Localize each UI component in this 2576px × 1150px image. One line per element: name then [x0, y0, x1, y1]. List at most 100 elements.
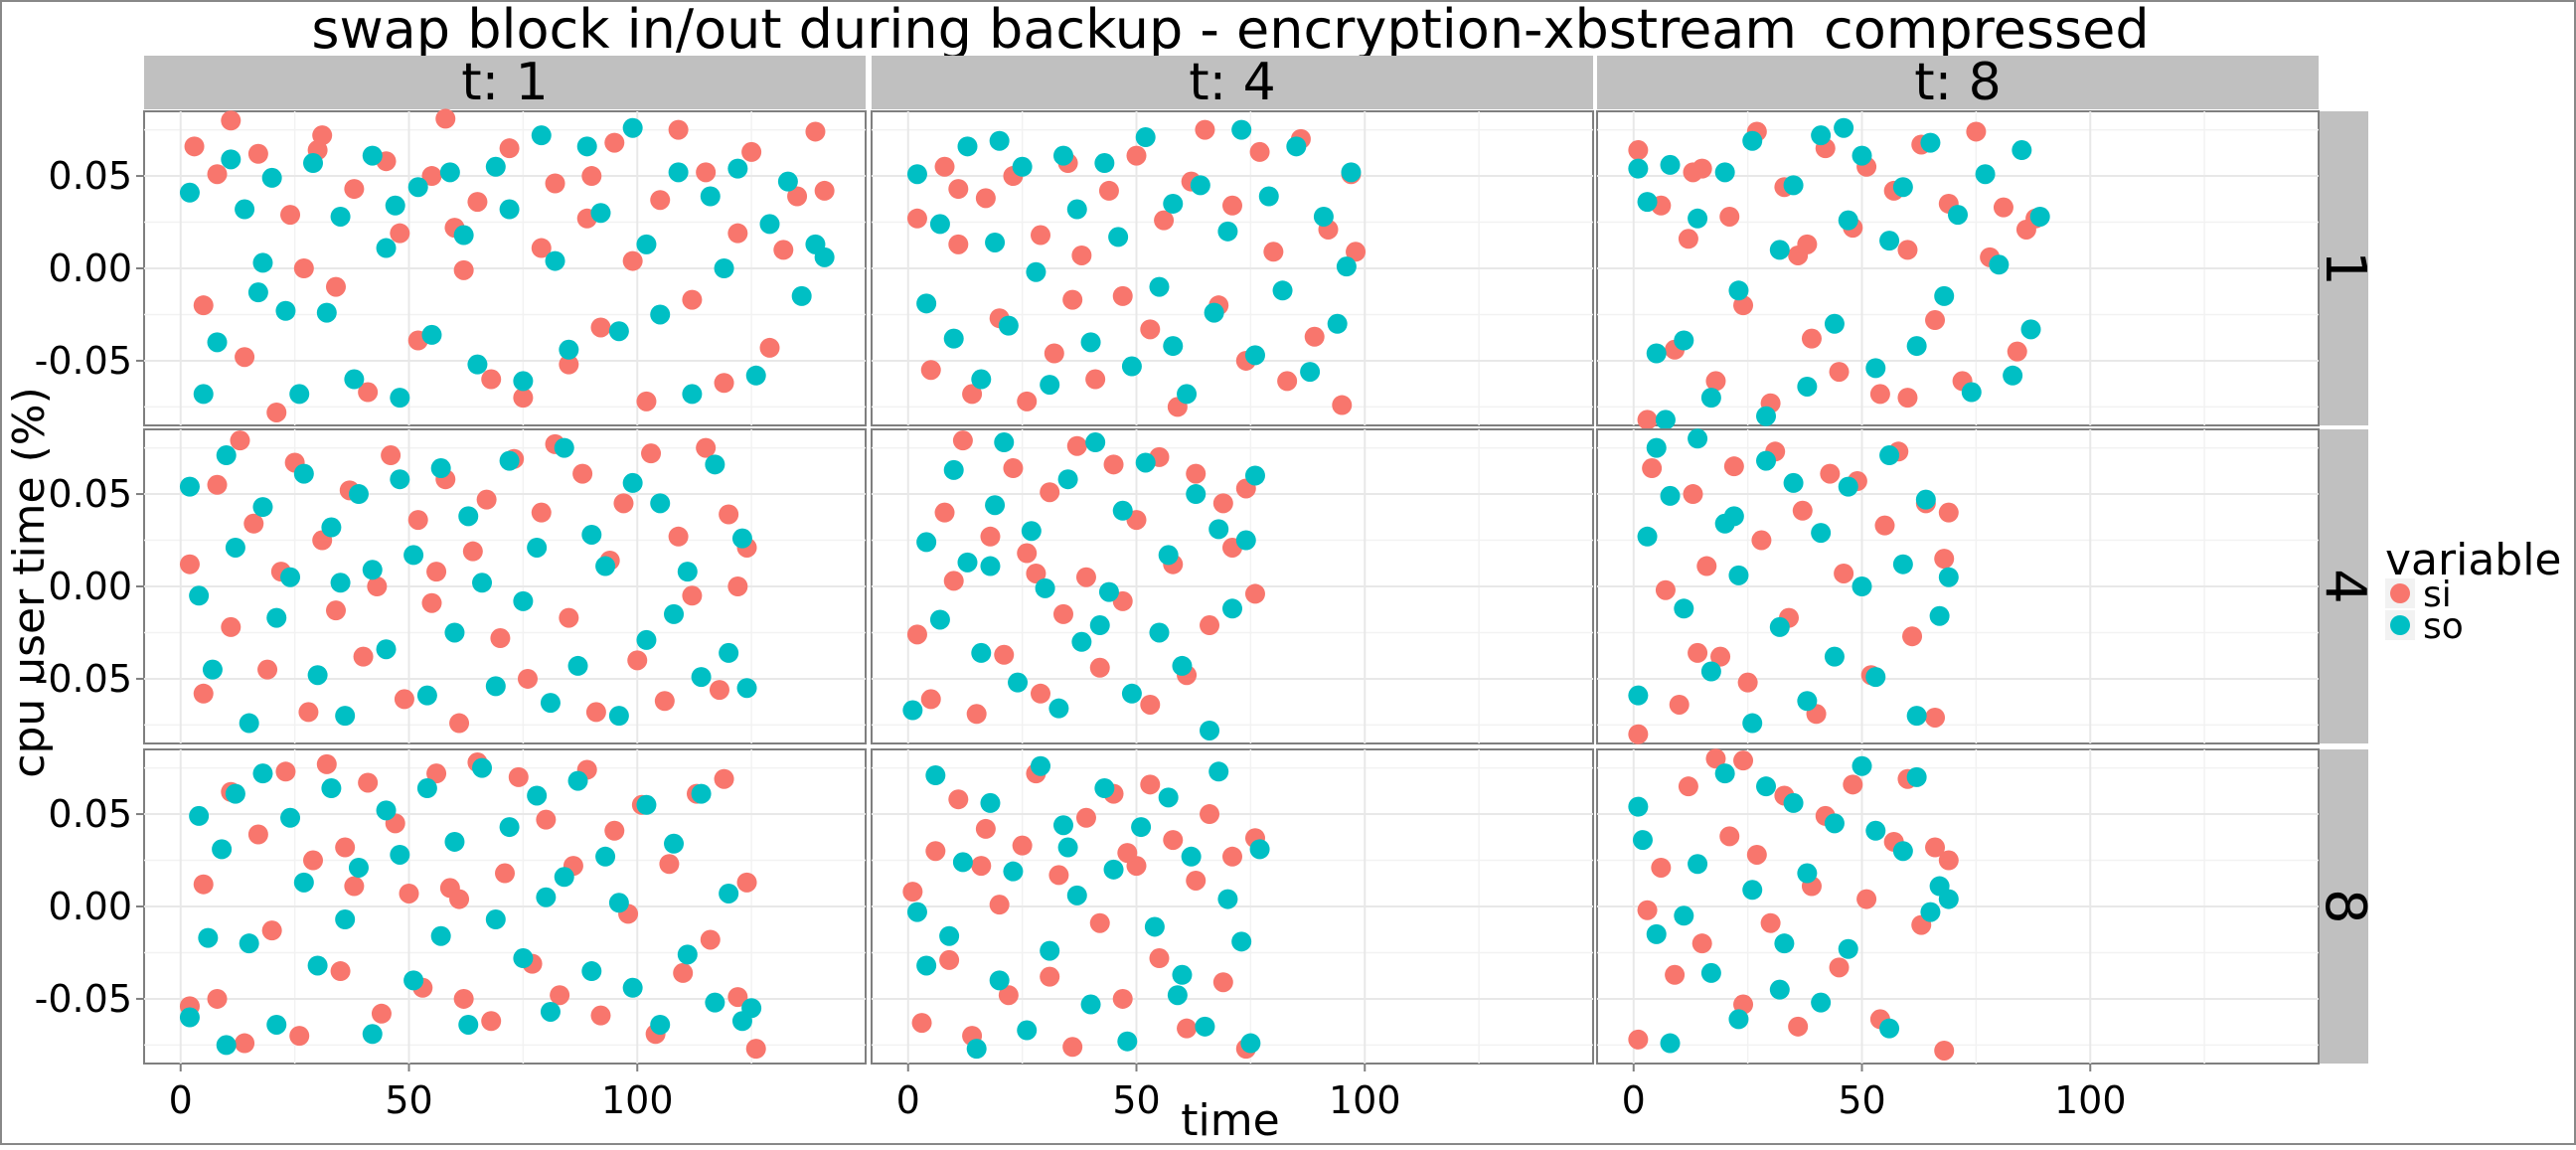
data-point-so [439, 162, 460, 183]
data-point-so [1003, 861, 1024, 882]
data-point-so [1628, 158, 1649, 179]
data-point-so [1181, 846, 1202, 867]
data-point-si [1993, 197, 2013, 218]
data-point-si [1628, 1029, 1649, 1050]
x-tick-label: 0 [169, 1078, 193, 1122]
data-point-si [531, 502, 552, 523]
data-point-so [2020, 319, 2041, 340]
data-point-so [1103, 859, 1124, 880]
data-point-so [1929, 605, 1950, 626]
data-point-si [1801, 328, 1822, 349]
data-point-si [654, 691, 675, 712]
data-point-so [513, 948, 534, 969]
data-point-so [407, 177, 428, 198]
data-point-so [499, 450, 520, 471]
data-point-si [727, 576, 748, 596]
data-point-so [622, 117, 643, 138]
data-point-si [1856, 889, 1877, 909]
data-point-si [1938, 850, 1959, 871]
data-point-so [261, 167, 282, 188]
data-point-so [1948, 205, 1968, 226]
data-point-so [307, 665, 328, 686]
data-point-si [1651, 857, 1672, 878]
data-point-so [1975, 164, 1996, 185]
x-tick-label: 0 [896, 1078, 920, 1122]
data-point-si [1103, 454, 1124, 475]
data-point-si [1719, 826, 1740, 847]
data-point-so [2012, 140, 2032, 161]
data-point-so [1240, 1033, 1261, 1054]
data-point-si [193, 874, 214, 895]
data-point-so [1865, 667, 1886, 688]
data-point-si [934, 502, 955, 523]
data-point-so [1674, 598, 1694, 619]
data-point-so [1017, 1020, 1038, 1041]
data-point-so [416, 685, 437, 706]
data-point-so [1052, 815, 1073, 836]
data-point-so [1824, 646, 1845, 667]
data-point-so [499, 817, 520, 838]
data-point-si [1897, 388, 1918, 409]
data-point-so [971, 642, 992, 663]
data-point-si [207, 988, 228, 1009]
data-point-so [985, 495, 1006, 516]
data-point-si [948, 789, 969, 810]
column-strip-label: t: 1 [461, 53, 549, 112]
data-point-si [773, 240, 794, 260]
data-point-so [1852, 576, 1872, 596]
data-point-so [1300, 362, 1321, 383]
data-point-so [1700, 388, 1721, 409]
data-point-si [980, 526, 1001, 547]
data-point-so [1811, 992, 1832, 1013]
data-point-so [390, 469, 410, 490]
row-strip [2317, 749, 2368, 1064]
data-point-si [330, 961, 351, 982]
y-tick-label: 0.00 [48, 565, 132, 608]
data-point-si [581, 166, 602, 187]
data-point-si [1797, 234, 1818, 254]
data-point-si [1075, 807, 1096, 828]
data-point-so [1035, 577, 1055, 598]
data-point-so [1852, 755, 1872, 776]
data-point-so [576, 136, 597, 157]
data-point-so [1865, 358, 1886, 379]
facet-panel [871, 110, 1594, 426]
data-point-so [916, 955, 937, 976]
data-point-so [705, 454, 725, 475]
data-point-si [673, 962, 694, 983]
row-strip [2317, 111, 2368, 425]
data-point-si [353, 646, 374, 667]
data-point-si [1792, 500, 1813, 521]
data-point-so [316, 302, 337, 323]
data-point-si [235, 347, 255, 368]
data-point-so [266, 607, 287, 628]
data-point-si [344, 179, 365, 200]
data-point-so [1769, 979, 1790, 1000]
data-point-si [1085, 369, 1106, 390]
data-point-so [691, 783, 712, 804]
data-point-so [1852, 145, 1872, 166]
data-point-so [330, 206, 351, 227]
data-point-si [745, 1039, 766, 1060]
data-point-so [957, 552, 978, 573]
data-point-si [1026, 563, 1046, 583]
data-point-so [1628, 685, 1649, 706]
data-point-si [1212, 972, 1233, 993]
data-point-so [1783, 472, 1804, 493]
data-point-so [1231, 931, 1252, 952]
data-point-si [559, 607, 579, 628]
data-point-so [1824, 813, 1845, 834]
data-point-si [1705, 748, 1726, 769]
data-point-si [1834, 563, 1854, 583]
data-point-si [1683, 484, 1703, 505]
data-point-so [1637, 526, 1658, 547]
data-point-so [1177, 384, 1198, 405]
data-point-so [622, 977, 643, 998]
data-point-so [1774, 933, 1795, 954]
data-point-so [545, 250, 565, 271]
y-tick-label: -0.05 [35, 657, 132, 701]
data-point-so [906, 902, 927, 922]
data-point-so [1327, 313, 1348, 334]
data-point-so [1783, 792, 1804, 813]
data-point-si [696, 162, 717, 183]
